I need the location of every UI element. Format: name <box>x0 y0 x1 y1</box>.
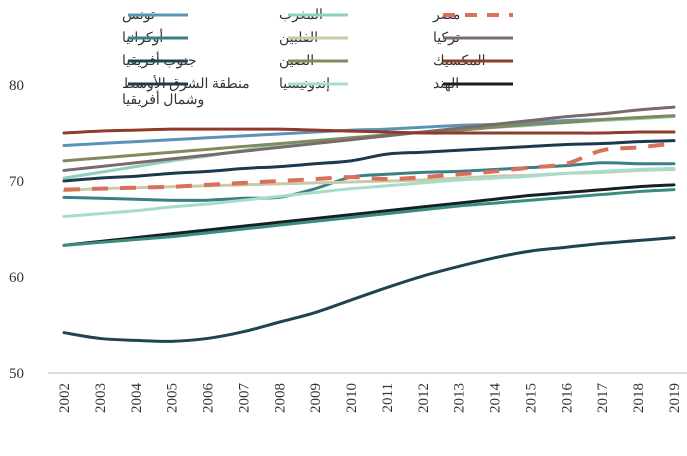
y-axis: 50 60 70 80 <box>9 78 24 382</box>
legend-item: إندونيسيا <box>279 77 348 92</box>
x-tick-label: 2016 <box>559 383 575 414</box>
x-tick-label: 2004 <box>129 383 145 414</box>
legend-item: الصين <box>279 54 348 69</box>
x-tick-label: 2013 <box>452 383 468 413</box>
x-tick-label: 2006 <box>201 383 217 414</box>
plot-lines <box>62 105 676 343</box>
series-line-11 <box>62 183 676 247</box>
legend-item: الفلبين <box>279 31 348 46</box>
x-tick-label: 2012 <box>416 383 432 413</box>
y-tick-label: 80 <box>9 78 24 94</box>
x-tick-label: 2014 <box>488 383 504 414</box>
legend-item: الهند <box>433 77 513 92</box>
legend-item: المكسيك <box>433 54 513 69</box>
series-line-1 <box>62 161 676 202</box>
x-tick-label: 2002 <box>57 383 73 413</box>
legend-item: تركيا <box>433 31 513 46</box>
series-line-10 <box>62 127 676 135</box>
legend-item: جنوب أفريقيا <box>122 50 197 69</box>
x-tick-label: 2018 <box>631 383 647 413</box>
legend-item: تونس <box>122 8 188 23</box>
x-tick-label: 2009 <box>308 383 324 413</box>
x-axis: 2002 2003 2004 2005 2006 2007 2008 2009 2010 2011… <box>57 383 683 414</box>
x-tick-label: 2011 <box>380 383 396 412</box>
x-tick-label: 2019 <box>667 383 683 413</box>
series-line-8 <box>63 141 675 192</box>
series-line-0 <box>62 114 676 147</box>
legend-item: مصر <box>432 8 513 23</box>
x-tick-label: 2003 <box>93 383 109 413</box>
legend-item: أوكرانيا <box>122 27 188 46</box>
y-tick-label: 50 <box>9 366 24 382</box>
series-line-9 <box>62 105 676 172</box>
y-tick-label: 70 <box>9 174 24 190</box>
series-line-3 <box>62 139 676 183</box>
legend: تونس أوكرانيا جنوب أفريقيا منطقة الشرق الأو… <box>122 8 513 108</box>
series-line-4 <box>62 115 676 180</box>
x-tick-label: 2007 <box>236 383 252 414</box>
legend-item: منطقة الشرق الأوسطوشمال أفريقيا <box>122 74 250 108</box>
series-line-12 <box>62 188 676 247</box>
x-tick-label: 2005 <box>165 383 181 413</box>
series-line-7 <box>62 167 676 219</box>
x-tick-label: 2010 <box>344 383 360 413</box>
x-tick-label: 2015 <box>523 383 539 413</box>
legend-label-line2: وشمال أفريقيا <box>122 89 204 108</box>
legend-item: المغرب <box>279 8 348 23</box>
x-tick-label: 2008 <box>272 383 288 413</box>
series-line-2 <box>62 236 676 343</box>
y-tick-label: 60 <box>9 270 24 286</box>
x-tick-label: 2017 <box>595 383 611 414</box>
